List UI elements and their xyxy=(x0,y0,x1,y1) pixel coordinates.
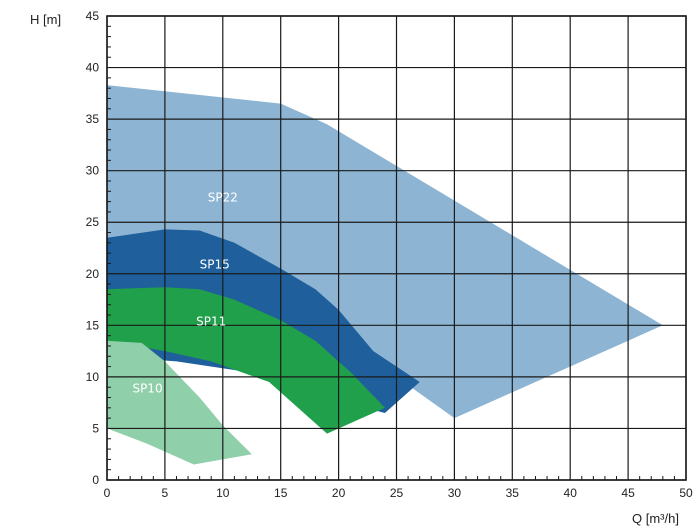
region-sp11 xyxy=(107,287,385,434)
region-sp22 xyxy=(107,85,663,419)
x-tick-label: 0 xyxy=(104,486,111,500)
x-tick-label: 20 xyxy=(332,486,346,500)
region-labels: SP22 SP15 SP11 SP10 xyxy=(132,191,237,396)
x-tick-label: 35 xyxy=(506,486,520,500)
x-tick-label: 10 xyxy=(216,486,230,500)
y-tick-label: 30 xyxy=(86,164,100,178)
y-tick-label: 40 xyxy=(86,61,100,75)
x-tick-label: 15 xyxy=(274,486,288,500)
region-label-sp15: SP15 xyxy=(200,258,230,272)
x-tick-label: 45 xyxy=(621,486,635,500)
regions xyxy=(107,85,663,465)
y-tick-label: 20 xyxy=(86,267,100,281)
x-tick-label: 30 xyxy=(448,486,462,500)
y-tick-label: 45 xyxy=(86,9,100,23)
y-tick-label: 0 xyxy=(92,473,99,487)
region-label-sp11: SP11 xyxy=(196,314,226,328)
y-tick-label: 25 xyxy=(86,215,100,229)
y-tick-label: 5 xyxy=(92,421,99,435)
region-sp10 xyxy=(107,340,252,465)
plot-frame xyxy=(106,15,687,481)
x-tick-label: 40 xyxy=(564,486,578,500)
x-tick-label: 25 xyxy=(390,486,404,500)
y-tick-label: 15 xyxy=(86,318,100,332)
axes: 0 5 10 15 20 25 30 35 40 45 50 0 5 10 15 20 25 30 35 40 45 xyxy=(86,9,693,500)
y-axis-title: H [m] xyxy=(30,12,61,27)
x-tick-label: 5 xyxy=(162,486,169,500)
x-tick-label: 50 xyxy=(679,486,693,500)
y-tick-label: 35 xyxy=(86,112,100,126)
region-label-sp22: SP22 xyxy=(208,191,238,205)
x-axis-title: Q [m³/h] xyxy=(632,511,679,526)
y-tick-label: 10 xyxy=(86,370,100,384)
region-label-sp10: SP10 xyxy=(132,381,162,395)
